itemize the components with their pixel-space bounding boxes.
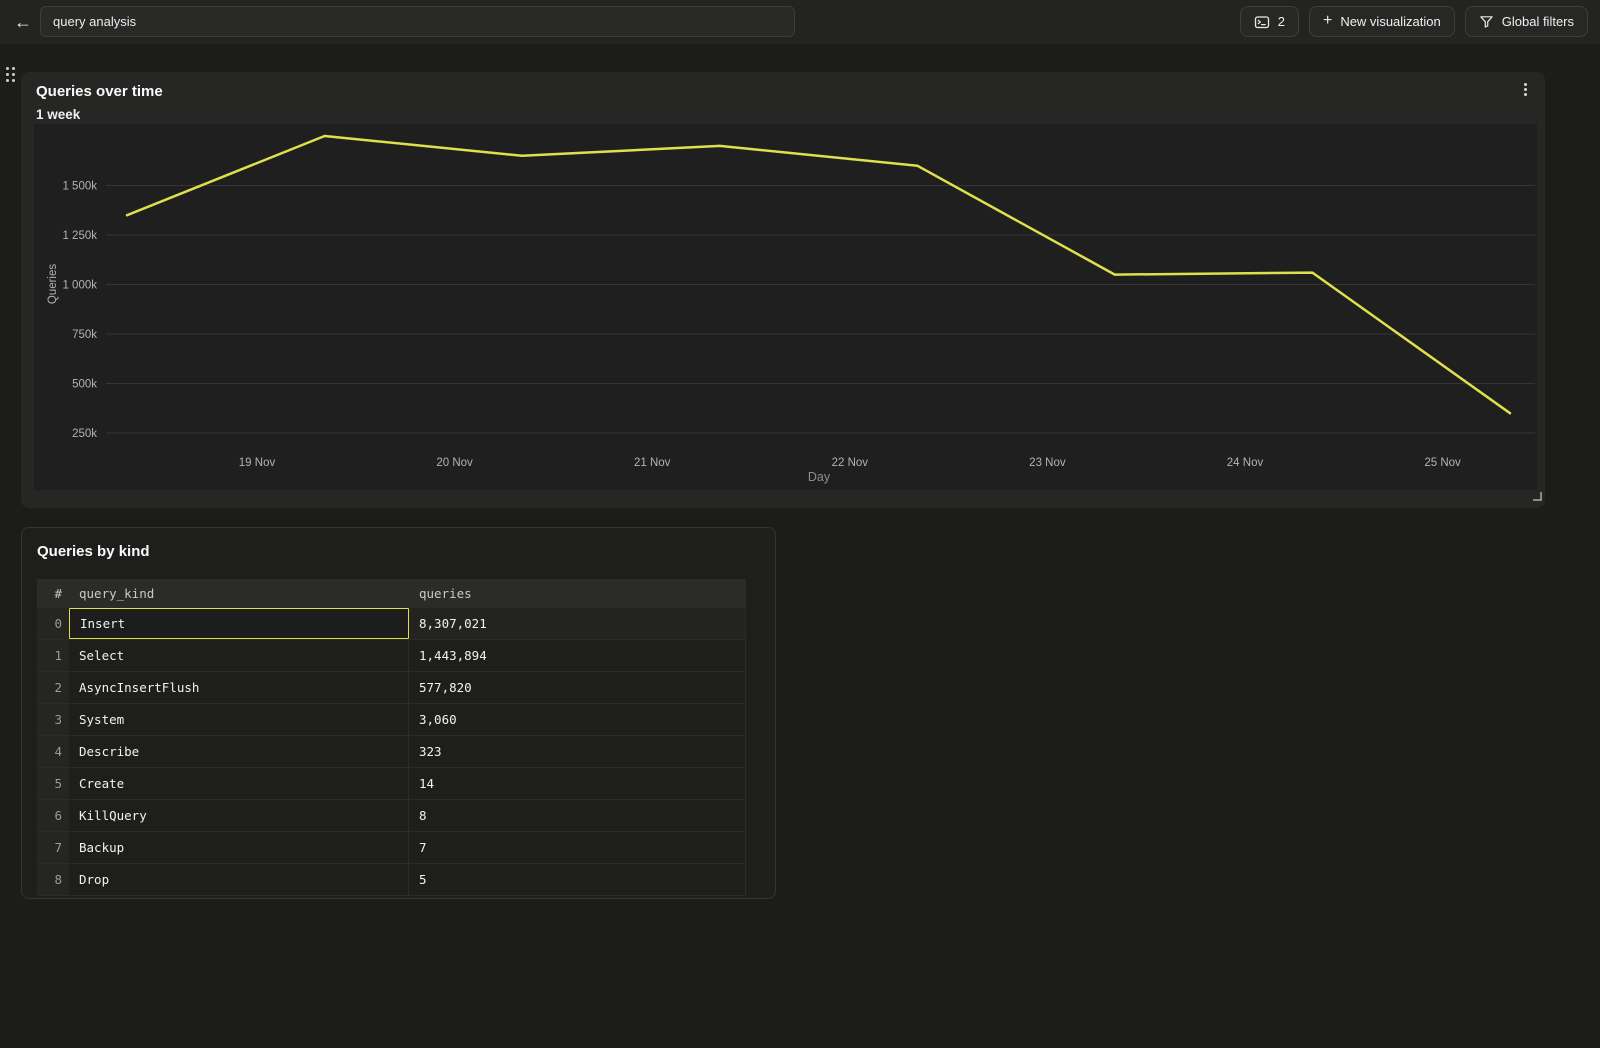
- row-index-cell[interactable]: 2: [37, 672, 69, 703]
- query-count-button[interactable]: 2: [1239, 6, 1299, 37]
- table-title: Queries by kind: [37, 543, 150, 560]
- x-tick-label: 25 Nov: [1424, 457, 1461, 469]
- y-axis-label: Queries: [47, 264, 59, 305]
- table-row: 1 Select 1,443,894: [37, 640, 746, 672]
- x-tick-label: 22 Nov: [832, 457, 869, 469]
- query-kind-cell[interactable]: System: [69, 704, 409, 735]
- x-tick-label: 21 Nov: [634, 457, 671, 469]
- table-header-row: # query_kind queries: [37, 579, 746, 608]
- query-kind-cell[interactable]: Create: [69, 768, 409, 799]
- queries-cell[interactable]: 8,307,021: [409, 608, 746, 639]
- back-button[interactable]: ←: [8, 7, 38, 37]
- query-kind-cell[interactable]: Insert: [69, 608, 409, 639]
- queries-cell[interactable]: 5: [409, 864, 746, 895]
- row-index-cell[interactable]: 8: [37, 864, 69, 895]
- panel-drag-handle-icon[interactable]: [6, 67, 15, 82]
- table-body: 0 Insert 8,307,021 1 Select 1,443,894 2 AsyncIn…: [37, 608, 746, 896]
- new-visualization-button[interactable]: + New visualization: [1308, 6, 1455, 37]
- table-row: 2 AsyncInsertFlush 577,820: [37, 672, 746, 704]
- new-visualization-label: New visualization: [1340, 14, 1441, 29]
- query-kind-cell[interactable]: Select: [69, 640, 409, 671]
- y-tick-label: 500k: [72, 379, 97, 391]
- queries-over-time-panel: Queries over time 1 week 1 500k 1 250k 1 0…: [21, 72, 1545, 508]
- queries-cell[interactable]: 1,443,894: [409, 640, 746, 671]
- row-index-cell[interactable]: 7: [37, 832, 69, 863]
- row-index-cell[interactable]: 4: [37, 736, 69, 767]
- plus-icon: +: [1322, 12, 1333, 29]
- row-index-cell[interactable]: 3: [37, 704, 69, 735]
- query-kind-cell[interactable]: Drop: [69, 864, 409, 895]
- queries-line-chart: 1 500k 1 250k 1 000k 750k 500k 250k 19 Nov 20 N…: [47, 134, 1535, 484]
- chart-line: [125, 134, 1512, 415]
- table-row: 4 Describe 323: [37, 736, 746, 768]
- resize-corner-icon[interactable]: [1533, 492, 1542, 501]
- queries-cell[interactable]: 3,060: [409, 704, 746, 735]
- terminal-window-icon: [1254, 14, 1270, 30]
- queries-cell[interactable]: 577,820: [409, 672, 746, 703]
- queries-by-kind-panel: Queries by kind # query_kind queries 0 Inse…: [21, 527, 776, 899]
- table-row: 7 Backup 7: [37, 832, 746, 864]
- line-chart-plot: 1 500k 1 250k 1 000k 750k 500k 250k 19 Nov 20 N…: [34, 124, 1537, 490]
- query-kind-cell[interactable]: Describe: [69, 736, 409, 767]
- topbar: ← 2 + New visualization Global fil: [0, 0, 1600, 44]
- y-tick-label: 1 000k: [62, 280, 97, 292]
- kebab-menu-icon[interactable]: [1515, 79, 1535, 99]
- queries-cell[interactable]: 7: [409, 832, 746, 863]
- table-row: 6 KillQuery 8: [37, 800, 746, 832]
- row-index-cell[interactable]: 6: [37, 800, 69, 831]
- topbar-actions: 2 + New visualization Global filters: [1239, 6, 1588, 37]
- global-filters-button[interactable]: Global filters: [1464, 6, 1588, 37]
- query-kind-cell[interactable]: AsyncInsertFlush: [69, 672, 409, 703]
- table-row: 5 Create 14: [37, 768, 746, 800]
- funnel-filter-icon: [1479, 14, 1494, 29]
- table-header-cell: queries: [419, 586, 472, 601]
- row-index-cell[interactable]: 1: [37, 640, 69, 671]
- x-tick-label: 19 Nov: [239, 457, 276, 469]
- queries-cell[interactable]: 14: [409, 768, 746, 799]
- row-index-cell[interactable]: 5: [37, 768, 69, 799]
- y-tick-label: 1 500k: [62, 181, 97, 193]
- table-header-cell: #: [54, 586, 62, 601]
- queries-cell[interactable]: 8: [409, 800, 746, 831]
- query-kind-cell[interactable]: Backup: [69, 832, 409, 863]
- table-row: 0 Insert 8,307,021: [37, 608, 746, 640]
- row-index-cell[interactable]: 0: [37, 608, 69, 639]
- table-row: 8 Drop 5: [37, 864, 746, 896]
- chart-subtitle: 1 week: [36, 107, 81, 122]
- arrow-left-icon: ←: [14, 12, 32, 32]
- query-count-label: 2: [1277, 14, 1285, 29]
- x-axis-label: Day: [808, 470, 831, 484]
- y-tick-label: 250k: [72, 428, 97, 440]
- table-header-cell: query_kind: [79, 586, 155, 601]
- table-row: 3 System 3,060: [37, 704, 746, 736]
- y-tick-label: 750k: [72, 329, 97, 341]
- query-kind-cell[interactable]: KillQuery: [69, 800, 409, 831]
- queries-cell[interactable]: 323: [409, 736, 746, 767]
- dashboard-title-input[interactable]: [40, 6, 795, 37]
- x-tick-label: 23 Nov: [1029, 457, 1066, 469]
- x-tick-label: 24 Nov: [1227, 457, 1264, 469]
- queries-table: # query_kind queries 0 Insert 8,307,021 1 Sele…: [37, 579, 746, 896]
- global-filters-label: Global filters: [1501, 14, 1574, 29]
- x-tick-label: 20 Nov: [436, 457, 473, 469]
- y-tick-label: 1 250k: [62, 230, 97, 242]
- chart-title: Queries over time: [36, 83, 163, 100]
